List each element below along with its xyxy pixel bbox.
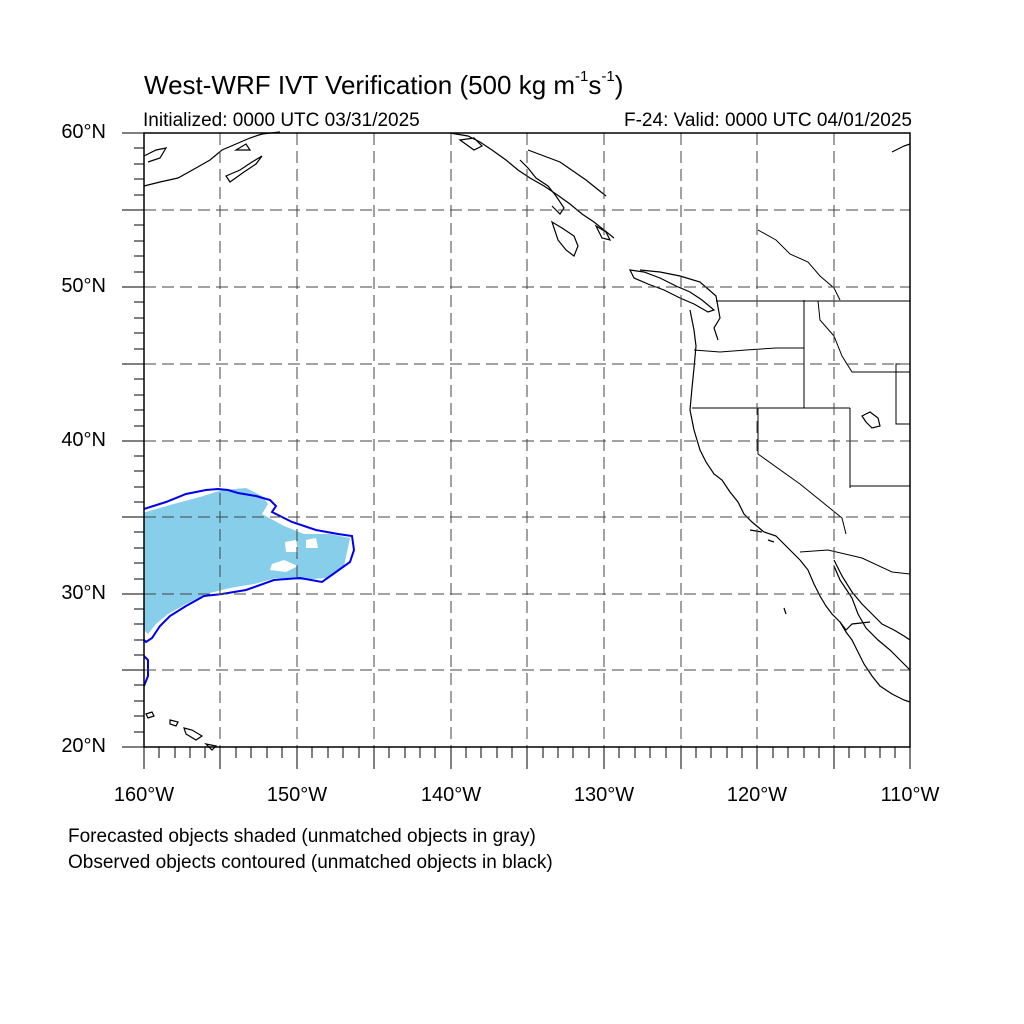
- lat-label-50n: 50°N: [61, 275, 106, 297]
- observed-note: Observed objects contoured (unmatched ob…: [68, 852, 553, 873]
- tick-marks: [122, 132, 911, 769]
- lon-label-110w: 110°W: [880, 784, 940, 806]
- forecast-note: Forecasted objects shaded (unmatched obj…: [68, 826, 536, 847]
- political-borders: [692, 229, 911, 575]
- forecast-object: [144, 488, 350, 634]
- forecast-object-gap: [270, 560, 298, 572]
- observed-contour: [143, 655, 149, 687]
- initialized-label: Initialized: 0000 UTC 03/31/2025: [143, 110, 420, 131]
- map-title: West-WRF IVT Verification (500 kg m-1s-1…: [144, 68, 624, 100]
- lat-label-60n: 60°N: [61, 121, 106, 143]
- lon-label-160w: 160°W: [113, 784, 175, 806]
- lon-label-140w: 140°W: [420, 784, 482, 806]
- lon-label-120w: 120°W: [726, 784, 788, 806]
- lon-label-150w: 150°W: [266, 784, 328, 806]
- coastlines: [143, 131, 911, 751]
- lon-label-130w: 130°W: [573, 784, 635, 806]
- valid-time-label: F-24: Valid: 0000 UTC 04/01/2025: [624, 110, 912, 131]
- gridlines: [144, 133, 910, 747]
- lat-label-40n: 40°N: [61, 429, 106, 451]
- forecast-object-gap: [285, 540, 298, 552]
- lat-label-20n: 20°N: [61, 735, 106, 757]
- observed-contour: [143, 487, 356, 644]
- lat-label-30n: 30°N: [61, 582, 106, 604]
- forecast-object-gap: [306, 538, 318, 548]
